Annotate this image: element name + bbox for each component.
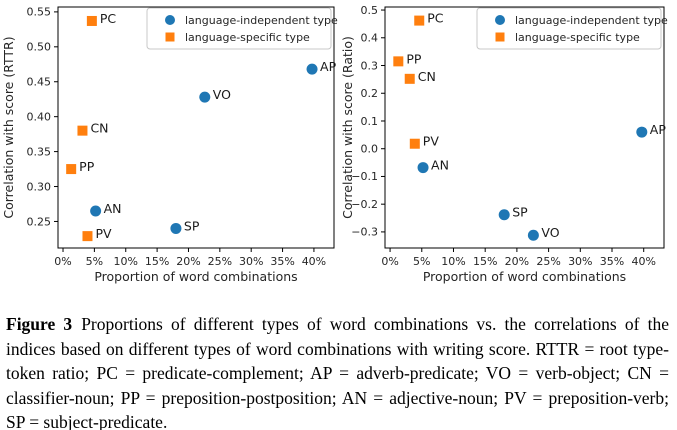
- data-point-SP: [498, 209, 510, 221]
- x-tick-label: 30%: [239, 255, 263, 268]
- y-axis-label: Correlation with score (RTTR): [1, 36, 16, 218]
- data-point-CN: [77, 125, 88, 136]
- data-point-label-CN: CN: [418, 69, 436, 84]
- data-point-VO: [527, 229, 539, 241]
- y-tick-label: 0.0: [361, 143, 379, 156]
- y-tick-label: −0.1: [351, 170, 378, 183]
- x-tick-label: 40%: [302, 255, 326, 268]
- y-tick-label: 0.45: [27, 76, 52, 89]
- x-tick-label: 0%: [54, 255, 71, 268]
- y-tick-label: 0.50: [27, 41, 52, 54]
- data-point-label-PP: PP: [406, 51, 422, 66]
- x-tick-label: 35%: [600, 255, 624, 268]
- legend-box: [476, 7, 662, 50]
- y-axis-label: Correlation with score (Ratio): [340, 36, 355, 219]
- data-point-AP: [306, 63, 318, 75]
- data-point-AN: [90, 205, 102, 217]
- y-tick-label: 0.4: [361, 32, 379, 45]
- legend-marker-independent-icon: [165, 15, 175, 25]
- data-point-PP: [66, 164, 77, 175]
- legend-marker-specific-icon: [495, 32, 505, 42]
- legend-item-label: language-specific type: [515, 31, 640, 44]
- data-point-PP: [393, 56, 404, 67]
- legend-item-label: language-independent type: [185, 14, 338, 27]
- data-point-AN: [417, 162, 429, 174]
- y-tick-label: 0.1: [361, 115, 379, 128]
- x-tick-label: 5%: [86, 255, 103, 268]
- data-point-label-PV: PV: [423, 134, 440, 149]
- data-point-PC: [414, 15, 425, 26]
- x-tick-label: 15%: [145, 255, 169, 268]
- data-point-label-PC: PC: [427, 11, 444, 26]
- data-point-label-AP: AP: [320, 59, 337, 74]
- legend-box: [146, 7, 332, 50]
- y-tick-label: 0.5: [361, 4, 379, 17]
- legend-marker-independent-icon: [495, 15, 505, 25]
- x-tick-label: 15%: [473, 255, 497, 268]
- plot-frame: [57, 6, 335, 249]
- x-tick-label: 10%: [114, 255, 138, 268]
- x-axis-label: Proportion of word combinations: [423, 269, 626, 284]
- x-tick-label: 25%: [536, 255, 560, 268]
- data-point-label-AP: AP: [650, 122, 667, 137]
- data-point-label-SP: SP: [184, 218, 200, 233]
- y-tick-label: −0.2: [351, 198, 378, 211]
- data-point-PV: [82, 231, 93, 242]
- data-point-label-SP: SP: [512, 205, 528, 220]
- x-tick-label: 0%: [381, 255, 398, 268]
- y-tick-label: 0.35: [27, 145, 52, 158]
- data-point-label-AN: AN: [104, 201, 122, 216]
- x-tick-label: 25%: [208, 255, 232, 268]
- right-scatter-plot: 0% 5% 10% 15% 20% 25% 30% 35% 40% 0.5 0.4 0.3 0.2 0.1…: [340, 4, 668, 284]
- data-point-CN: [404, 73, 415, 84]
- y-tick-label: 0.3: [361, 59, 379, 72]
- data-point-PV: [409, 138, 420, 149]
- figure-caption-text: Proportions of different types of word c…: [6, 314, 669, 430]
- x-tick-label: 30%: [568, 255, 592, 268]
- x-axis-label: Proportion of word combinations: [94, 269, 297, 284]
- y-tick-label: 0.55: [27, 6, 52, 19]
- data-point-VO: [199, 91, 211, 103]
- y-tick-label: 0.25: [27, 215, 52, 228]
- x-tick-label: 10%: [441, 255, 465, 268]
- y-tick-label: 0.40: [27, 110, 52, 123]
- data-point-AP: [636, 126, 648, 138]
- data-point-label-PC: PC: [100, 11, 117, 26]
- data-point-label-PP: PP: [79, 159, 95, 174]
- data-point-label-VO: VO: [541, 225, 559, 240]
- legend-marker-specific-icon: [165, 32, 175, 42]
- legend-item-label: language-specific type: [185, 31, 310, 44]
- left-scatter-plot: 0% 5% 10% 15% 20% 25% 30% 35% 40% 0.25 0.30 0.35 0.4…: [1, 6, 338, 284]
- data-point-label-VO: VO: [213, 87, 231, 102]
- x-tick-label: 5%: [413, 255, 430, 268]
- y-tick-label: 0.30: [27, 180, 52, 193]
- plots-row: 0% 5% 10% 15% 20% 25% 30% 35% 40% 0.25 0.30 0.35 0.4…: [1, 4, 668, 284]
- figure-caption: Figure 3 Proportions of different types o…: [0, 300, 677, 430]
- x-tick-label: 40%: [631, 255, 655, 268]
- y-tick-label: 0.2: [361, 87, 379, 100]
- x-tick-label: 20%: [505, 255, 529, 268]
- data-point-label-CN: CN: [90, 121, 108, 136]
- plot-frame: [384, 6, 665, 249]
- legend-item-label: language-independent type: [515, 14, 668, 27]
- x-tick-label: 20%: [176, 255, 200, 268]
- figure-caption-label: Figure 3: [6, 314, 73, 334]
- data-point-label-AN: AN: [431, 158, 449, 173]
- y-tick-label: −0.3: [351, 226, 378, 239]
- data-point-label-PV: PV: [95, 226, 112, 241]
- x-tick-label: 35%: [270, 255, 294, 268]
- data-point-PC: [86, 15, 97, 26]
- data-point-SP: [170, 222, 182, 234]
